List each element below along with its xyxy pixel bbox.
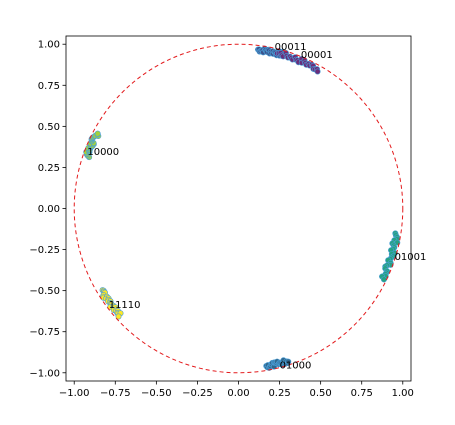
y-tick-label: −0.50 (29, 286, 60, 297)
y-tick-label: 0.25 (38, 163, 60, 174)
data-point (94, 130, 101, 137)
y-tick-label: 1.00 (38, 40, 60, 51)
y-tick-label: 0.50 (38, 122, 60, 133)
x-tick-label: 0.50 (310, 388, 332, 399)
y-tick-label: 0.00 (38, 204, 60, 215)
x-tick-label: −0.75 (100, 388, 131, 399)
x-tick-label: 1.00 (392, 388, 414, 399)
axes-layer: −1.00 −0.75 −0.50 −0.25 0.00 0.25 0.50 0.75 1.00… (29, 35, 414, 399)
cluster-label: 01000 (280, 361, 312, 372)
data-point (380, 276, 387, 283)
x-tick-label: −1.00 (59, 388, 90, 399)
data-point (115, 313, 122, 320)
x-tick-label: −0.50 (141, 388, 172, 399)
x-tick-label: 0.00 (227, 388, 249, 399)
x-tick-label: −0.25 (182, 388, 213, 399)
cluster-label: 11110 (109, 300, 141, 311)
data-point (314, 68, 321, 75)
points-layer (83, 45, 401, 371)
cluster-label: 01001 (395, 252, 427, 263)
y-tick-label: −0.25 (29, 245, 60, 256)
cluster-label: 10000 (87, 147, 119, 158)
unit-circle (73, 43, 404, 374)
cluster-label: 00001 (301, 50, 333, 61)
circle-layer (73, 43, 404, 374)
y-tick-label: 0.75 (38, 81, 60, 92)
y-tick-label: −0.75 (29, 327, 60, 338)
x-tick-label: 0.25 (268, 388, 290, 399)
x-tick-label: 0.75 (351, 388, 373, 399)
y-tick-label: −1.00 (29, 368, 60, 379)
data-point (285, 358, 292, 365)
cluster-label: 00011 (275, 42, 307, 53)
